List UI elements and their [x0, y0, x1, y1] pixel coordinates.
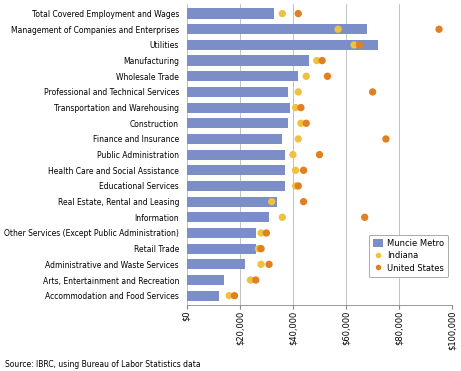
Text: Source: IBRC, using Bureau of Labor Statistics data: Source: IBRC, using Bureau of Labor Stat… — [5, 360, 200, 369]
Bar — [187, 228, 256, 238]
Point — [302, 120, 310, 126]
Bar — [187, 56, 309, 66]
Bar — [187, 275, 224, 285]
Point — [278, 214, 286, 220]
Bar — [187, 290, 219, 301]
Point — [257, 261, 265, 267]
Point — [313, 58, 320, 63]
Point — [319, 58, 326, 63]
Point — [292, 167, 299, 173]
Bar — [187, 118, 288, 128]
Point — [225, 293, 233, 299]
Point — [316, 152, 323, 158]
Point — [295, 11, 302, 17]
Bar — [187, 71, 298, 81]
Bar — [187, 9, 274, 19]
Point — [324, 73, 331, 79]
Point — [295, 183, 302, 189]
Bar — [187, 197, 277, 207]
Legend: Muncie Metro, Indiana, United States: Muncie Metro, Indiana, United States — [368, 235, 448, 277]
Point — [252, 277, 260, 283]
Point — [255, 246, 262, 252]
Point — [257, 246, 265, 252]
Bar — [187, 244, 256, 254]
Point — [257, 230, 265, 236]
Point — [382, 136, 390, 142]
Point — [292, 105, 299, 111]
Point — [300, 167, 307, 173]
Point — [297, 120, 305, 126]
Bar — [187, 165, 285, 175]
Bar — [187, 259, 245, 269]
Point — [289, 152, 296, 158]
Bar — [187, 24, 367, 35]
Bar — [187, 87, 288, 97]
Point — [334, 26, 342, 32]
Point — [302, 73, 310, 79]
Point — [356, 42, 363, 48]
Bar — [187, 134, 282, 144]
Bar — [187, 212, 269, 222]
Point — [266, 261, 273, 267]
Point — [350, 42, 358, 48]
Point — [369, 89, 376, 95]
Point — [435, 26, 443, 32]
Point — [263, 230, 270, 236]
Point — [247, 277, 254, 283]
Bar — [187, 150, 285, 160]
Point — [295, 136, 302, 142]
Point — [300, 199, 307, 205]
Point — [295, 89, 302, 95]
Point — [297, 105, 305, 111]
Bar — [187, 181, 285, 191]
Point — [231, 293, 238, 299]
Bar — [187, 40, 378, 50]
Point — [361, 214, 368, 220]
Point — [278, 11, 286, 17]
Bar — [187, 102, 290, 113]
Point — [292, 183, 299, 189]
Point — [268, 199, 275, 205]
